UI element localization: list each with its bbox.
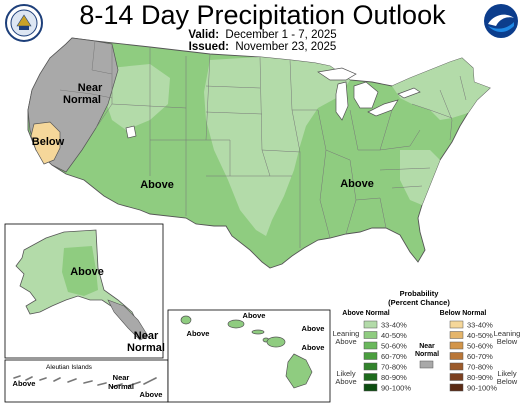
- issued-value: November 23, 2025: [235, 41, 337, 53]
- near-normal-west-label-2: Normal: [63, 94, 101, 106]
- aleutian-near-label-2: Normal: [108, 382, 134, 391]
- legend-below-swatch: [449, 331, 464, 339]
- legend-above-header: Above Normal: [342, 310, 390, 317]
- legend-likely-below-2: Below: [497, 377, 518, 386]
- alaska-near-normal: [107, 299, 149, 341]
- legend-below-range-label: 40-50%: [467, 331, 493, 340]
- legend-below-swatch: [449, 341, 464, 350]
- hawaii-above-label-1: Above: [187, 329, 210, 338]
- legend-below-range-label: 70-80%: [467, 363, 493, 372]
- noaa-logo-icon: [484, 4, 518, 38]
- aleutian-above-label-1: Above: [13, 379, 36, 388]
- alaska-near-label-2: Normal: [127, 342, 165, 354]
- alaska-above-label: Above: [70, 266, 104, 278]
- legend-below-swatch: [449, 320, 464, 329]
- legend-near-label-2: Normal: [415, 351, 439, 358]
- legend-near-swatch: [419, 360, 434, 369]
- legend-title-2: (Percent Chance): [388, 298, 450, 307]
- legend-below-swatch: [449, 352, 464, 360]
- conus-map: Near Normal Below Above Above: [27, 37, 491, 269]
- legend-below-swatch: [449, 373, 464, 381]
- legend-below-header: Below Normal: [440, 310, 487, 317]
- legend-above-swatch: [363, 383, 378, 392]
- issued-label: Issued:: [188, 41, 229, 53]
- legend-above-range-label: 70-80%: [381, 363, 407, 372]
- legend-above-range-label: 60-70%: [381, 352, 407, 361]
- legend-above-range-label: 90-100%: [381, 384, 411, 393]
- page-title: 8-14 Day Precipitation Outlook: [79, 0, 446, 30]
- above-light-northeast: [392, 58, 490, 120]
- legend-leaning-below-1: Leaning: [494, 329, 521, 338]
- issued-line: Issued: November 23, 2025: [0, 41, 525, 54]
- above-light-central: [204, 57, 350, 236]
- legend-above-range-label: 40-50%: [381, 331, 407, 340]
- legend-below-range-label: 80-90%: [467, 373, 493, 382]
- legend-title-1: Probability: [400, 289, 440, 298]
- legend-above-swatch: [363, 320, 378, 329]
- legend-leaning-above-1: Leaning: [333, 329, 360, 338]
- legend-likely-below-1: Likely: [497, 369, 516, 378]
- doc-seal-icon: [5, 4, 43, 42]
- legend-above-range-label: 50-60%: [381, 342, 407, 351]
- below-west: [30, 121, 61, 165]
- legend-above-range-label: 80-90%: [381, 373, 407, 382]
- below-west-label: Below: [32, 136, 65, 148]
- legend-above-swatch: [363, 331, 378, 339]
- valid-label: Valid:: [188, 29, 220, 41]
- state-lines: [59, 40, 467, 248]
- hawaii-above-label-3: Above: [302, 324, 325, 333]
- alaska-near-label-1: Near: [134, 330, 159, 342]
- above-light-southeast: [400, 150, 440, 205]
- aleutian-above-label-2: Above: [140, 390, 163, 399]
- legend-above-swatch: [363, 362, 378, 371]
- legend-above-swatch: [363, 341, 378, 350]
- legend-above-swatch: [363, 373, 378, 381]
- hawaii-above-label-4: Above: [302, 343, 325, 352]
- legend-below-range-label: 33-40%: [467, 321, 493, 330]
- hawaii-above-label-2: Above: [243, 311, 266, 320]
- probability-legend: Probability (Percent Chance) Above Norma…: [333, 289, 521, 393]
- legend-below-range-label: 90-100%: [467, 384, 497, 393]
- legend-likely-above-1: Likely: [336, 369, 355, 378]
- above-light-great-basin: [104, 64, 170, 130]
- aleutian-inset: Aleutian Islands Near Normal Above Above: [4, 359, 169, 403]
- legend-leaning-below-2: Below: [497, 337, 518, 346]
- legend-below-swatch: [449, 362, 464, 371]
- near-normal-west-label-1: Near: [78, 82, 103, 94]
- alaska-above-mid: [62, 246, 98, 296]
- legend-leaning-above-2: Above: [335, 337, 356, 346]
- legend-likely-above-2: Above: [335, 377, 356, 386]
- legend-below-range-label: 50-60%: [467, 342, 493, 351]
- above-west-label: Above: [140, 179, 174, 191]
- legend-below-range-label: 60-70%: [467, 352, 493, 361]
- legend-below-swatch: [449, 383, 464, 392]
- legend-above-range-label: 33-40%: [381, 321, 407, 330]
- above-east-label: Above: [340, 178, 374, 190]
- legend-above-swatch: [363, 352, 378, 360]
- legend-near-label-1: Near: [419, 343, 435, 350]
- alaska-inset: Above Near Normal: [4, 223, 165, 359]
- great-lakes: [125, 67, 421, 139]
- aleutian-near-label-1: Near: [113, 373, 130, 382]
- aleutian-title: Aleutian Islands: [46, 364, 93, 371]
- valid-value: December 1 - 7, 2025: [225, 29, 337, 41]
- valid-line: Valid: December 1 - 7, 2025: [0, 29, 525, 42]
- hawaii-inset: Above Above Above Above: [167, 309, 331, 403]
